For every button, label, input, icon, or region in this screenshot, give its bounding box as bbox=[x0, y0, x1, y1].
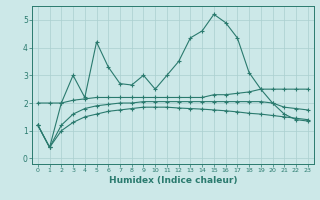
X-axis label: Humidex (Indice chaleur): Humidex (Indice chaleur) bbox=[108, 176, 237, 185]
